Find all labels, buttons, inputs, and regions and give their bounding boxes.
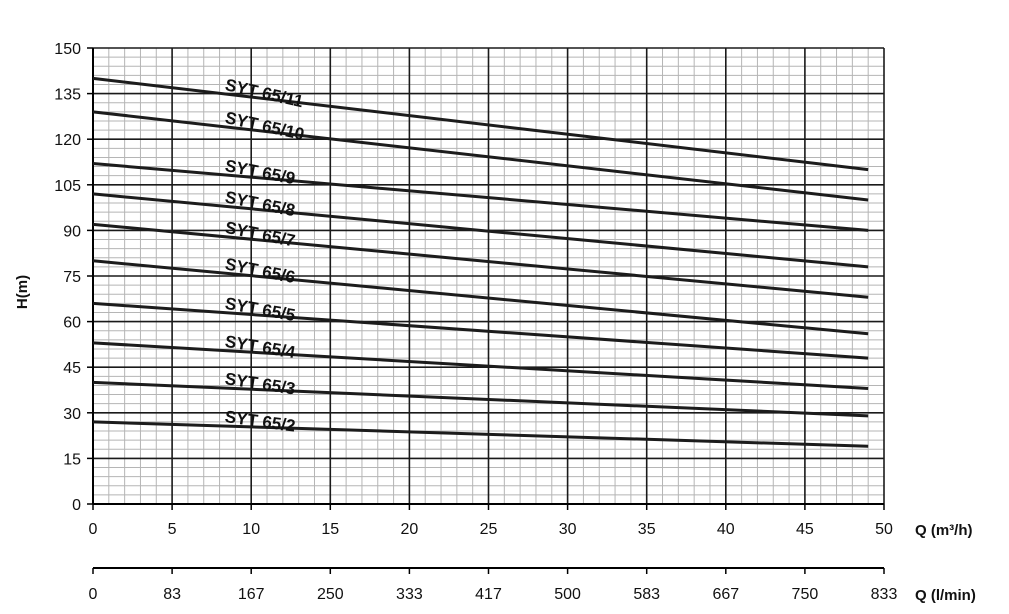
series-line	[92, 420, 869, 448]
x-axis-title: Q (m³/h)	[915, 522, 973, 539]
x2-tick-label: 0	[89, 586, 98, 603]
x2-tick-labels: 0 83 167 250 333 417 500 583 667 750 833	[89, 586, 898, 603]
x2-tick-label: 583	[633, 586, 660, 603]
x-tick-label: 20	[401, 521, 419, 538]
x2-tick-label: 667	[712, 586, 739, 603]
series-lines	[92, 76, 869, 448]
series-label: SYT 65/8	[224, 188, 297, 221]
x-tick-label: 45	[796, 521, 814, 538]
y-tick-label: 30	[63, 406, 81, 423]
series-line	[92, 341, 869, 390]
series-line	[92, 162, 869, 232]
x-tick-labels: 0 5 10 15 20 25 30 35 40 45 50	[89, 521, 893, 538]
series-line	[92, 222, 869, 299]
x2-tick-label: 833	[871, 586, 898, 603]
axes	[87, 47, 885, 574]
series-line	[92, 192, 869, 269]
y-tick-label: 90	[63, 223, 81, 240]
y-tick-label: 0	[72, 497, 81, 514]
y-tick-label: 75	[63, 269, 81, 286]
x-tick-label: 5	[168, 521, 177, 538]
series-line	[92, 380, 869, 418]
x-tick-label: 50	[875, 521, 893, 538]
x2-tick-label: 83	[163, 586, 181, 603]
x2-tick-label: 333	[396, 586, 423, 603]
x2-axis-title: Q (l/min)	[915, 587, 976, 604]
x-tick-label: 10	[242, 521, 260, 538]
y-tick-labels: 0 15 30 45 60 75 90 105 120 135 150	[54, 41, 81, 514]
x-tick-label: 30	[559, 521, 577, 538]
series-label: SYT 65/9	[224, 156, 297, 188]
y-tick-label: 150	[54, 41, 81, 58]
y-tick-label: 120	[54, 132, 81, 149]
y-tick-label: 60	[63, 315, 81, 332]
y-tick-label: 105	[54, 178, 81, 195]
y-tick-label: 135	[54, 87, 81, 104]
x-tick-label: 25	[480, 521, 498, 538]
x-tick-label: 40	[717, 521, 735, 538]
x2-tick-label: 750	[792, 586, 819, 603]
series-line	[92, 301, 869, 360]
x2-tick-label: 167	[238, 586, 265, 603]
y-tick-label: 45	[63, 360, 81, 377]
x-tick-label: 15	[321, 521, 339, 538]
series-label: SYT 65/7	[224, 218, 297, 251]
x-tick-label: 0	[89, 521, 98, 538]
series-label: SYT 65/6	[224, 254, 297, 287]
series-line	[92, 259, 869, 336]
x2-tick-label: 250	[317, 586, 344, 603]
x2-tick-label: 417	[475, 586, 502, 603]
series-label: SYT 65/5	[224, 294, 297, 325]
series-line	[92, 76, 869, 172]
y-tick-label: 15	[63, 451, 81, 468]
x2-tick-label: 500	[554, 586, 581, 603]
series-line	[92, 110, 869, 202]
x-tick-label: 35	[638, 521, 656, 538]
y-axis-title: H(m)	[14, 275, 31, 309]
